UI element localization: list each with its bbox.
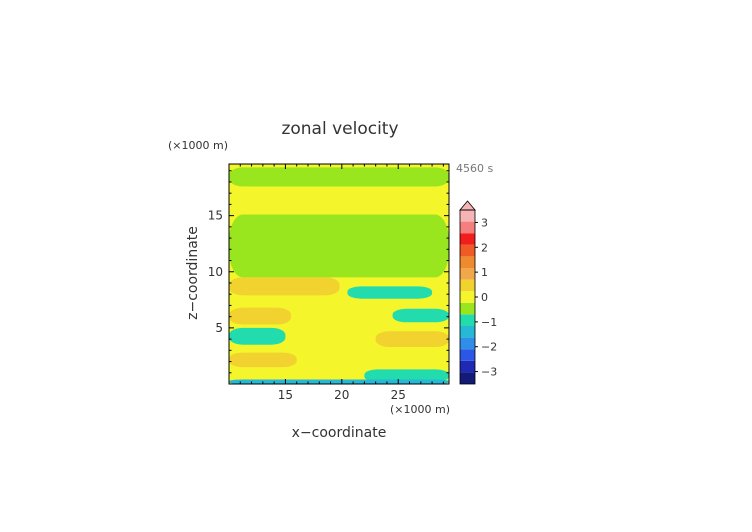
x-axis-label: x−coordinate [292, 425, 387, 441]
y-unit-label: (×1000 m) [168, 139, 228, 152]
y-tick-label: 15 [208, 209, 223, 223]
contour-band [229, 164, 449, 168]
y-tick-label: 5 [215, 321, 223, 335]
colorbar-tick-label: 0 [481, 291, 488, 304]
contour-band [229, 307, 292, 325]
x-tick-label: 15 [278, 388, 293, 402]
contour-band [229, 277, 340, 296]
colorbar-segment [460, 244, 475, 257]
colorbar-segment [460, 233, 475, 245]
colorbar-segment [460, 360, 475, 373]
colorbar-segment [460, 291, 475, 303]
colorbar-segment [460, 372, 475, 384]
colorbar-tick-label: −3 [481, 366, 497, 379]
colorbar-segment [460, 210, 475, 222]
plot-frame [228, 163, 450, 385]
contour-band [229, 167, 449, 187]
x-tick-label: 20 [334, 388, 349, 402]
contour-fill-layer [229, 164, 449, 384]
contour-band [229, 186, 449, 215]
colorbar-tick-label: 1 [481, 266, 488, 279]
colorbar: 3 2 1 0 −1 −2 −3 [459, 200, 497, 385]
colorbar-segment [460, 337, 475, 350]
y-axis-label: z−coordinate [185, 226, 201, 320]
contour-band [392, 308, 449, 323]
y-axis: 5 10 15 [208, 170, 449, 385]
x-tick-label: 25 [391, 388, 406, 402]
colorbar-segment [460, 314, 475, 326]
x-axis: 15 20 25 [228, 164, 444, 402]
colorbar-segment [460, 302, 475, 315]
colorbar-segment [460, 256, 475, 268]
contour-band [229, 352, 297, 368]
colorbar-segment [460, 221, 475, 234]
y-tick-label: 10 [208, 265, 223, 279]
colorbar-segment [460, 326, 475, 338]
colorbar-segment [460, 268, 475, 280]
colorbar-segment [460, 279, 475, 292]
contour-band [375, 331, 449, 347]
chart-title: zonal velocity [281, 119, 398, 139]
time-label: 4560 s [456, 162, 493, 175]
colorbar-tick-label: 2 [481, 241, 488, 254]
colorbar-tick-label: −2 [481, 341, 497, 354]
colorbar-tick-label: −1 [481, 316, 497, 329]
contour-band [229, 214, 449, 278]
colorbar-segment [460, 349, 475, 361]
x-unit-label: (×1000 m) [390, 403, 450, 416]
contour-band [347, 286, 433, 299]
colorbar-tick-label: 3 [481, 216, 488, 229]
contour-band [364, 369, 449, 382]
colorbar-extend-arrow [459, 200, 476, 211]
contour-band [229, 379, 449, 384]
contour-band [229, 327, 286, 345]
